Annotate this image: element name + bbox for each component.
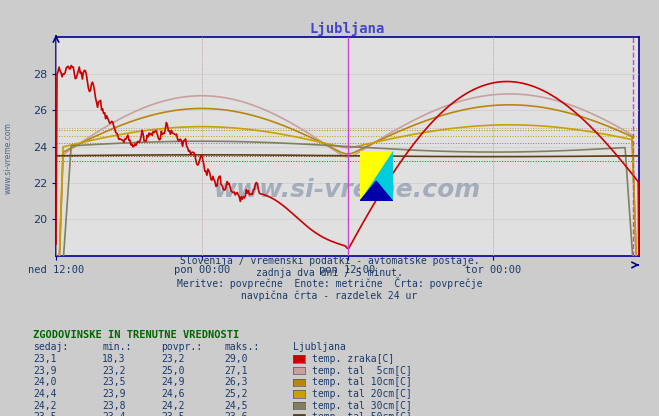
Text: navpična črta - razdelek 24 ur: navpična črta - razdelek 24 ur bbox=[241, 291, 418, 301]
Polygon shape bbox=[360, 151, 393, 201]
Text: temp. tal 30cm[C]: temp. tal 30cm[C] bbox=[312, 401, 412, 411]
Text: 23,2: 23,2 bbox=[161, 354, 185, 364]
Text: temp. tal  5cm[C]: temp. tal 5cm[C] bbox=[312, 366, 412, 376]
Text: temp. tal 20cm[C]: temp. tal 20cm[C] bbox=[312, 389, 412, 399]
Text: temp. tal 50cm[C]: temp. tal 50cm[C] bbox=[312, 412, 412, 416]
Text: 24,2: 24,2 bbox=[161, 401, 185, 411]
Text: 25,2: 25,2 bbox=[224, 389, 248, 399]
Text: 23,9: 23,9 bbox=[33, 366, 57, 376]
Text: 24,0: 24,0 bbox=[33, 377, 57, 387]
Text: povpr.:: povpr.: bbox=[161, 342, 202, 352]
Text: Slovenija / vremenski podatki - avtomatske postaje.: Slovenija / vremenski podatki - avtomats… bbox=[180, 256, 479, 266]
Text: 24,5: 24,5 bbox=[224, 401, 248, 411]
Text: temp. tal 10cm[C]: temp. tal 10cm[C] bbox=[312, 377, 412, 387]
Polygon shape bbox=[360, 181, 393, 201]
Text: 23,5: 23,5 bbox=[161, 412, 185, 416]
Text: 24,4: 24,4 bbox=[33, 389, 57, 399]
Text: maks.:: maks.: bbox=[224, 342, 259, 352]
Text: 26,3: 26,3 bbox=[224, 377, 248, 387]
Text: Ljubljana: Ljubljana bbox=[293, 342, 346, 352]
Text: 23,4: 23,4 bbox=[102, 412, 126, 416]
Text: temp. zraka[C]: temp. zraka[C] bbox=[312, 354, 394, 364]
Text: 24,2: 24,2 bbox=[33, 401, 57, 411]
Text: 23,8: 23,8 bbox=[102, 401, 126, 411]
Text: 24,6: 24,6 bbox=[161, 389, 185, 399]
Text: 27,1: 27,1 bbox=[224, 366, 248, 376]
Title: Ljubljana: Ljubljana bbox=[310, 22, 386, 36]
Text: 23,9: 23,9 bbox=[102, 389, 126, 399]
Text: 23,5: 23,5 bbox=[102, 377, 126, 387]
Text: 23,5: 23,5 bbox=[33, 412, 57, 416]
Text: ZGODOVINSKE IN TRENUTNE VREDNOSTI: ZGODOVINSKE IN TRENUTNE VREDNOSTI bbox=[33, 330, 239, 340]
Text: 23,2: 23,2 bbox=[102, 366, 126, 376]
Text: www.si-vreme.com: www.si-vreme.com bbox=[214, 178, 481, 202]
Text: Meritve: povprečne  Enote: metrične  Črta: povprečje: Meritve: povprečne Enote: metrične Črta:… bbox=[177, 277, 482, 290]
Text: www.si-vreme.com: www.si-vreme.com bbox=[3, 122, 13, 194]
Text: 23,1: 23,1 bbox=[33, 354, 57, 364]
Text: 23,6: 23,6 bbox=[224, 412, 248, 416]
Text: min.:: min.: bbox=[102, 342, 132, 352]
Text: 18,3: 18,3 bbox=[102, 354, 126, 364]
Text: zadnja dva dni / 5 minut.: zadnja dva dni / 5 minut. bbox=[256, 268, 403, 278]
Text: 24,9: 24,9 bbox=[161, 377, 185, 387]
Text: 25,0: 25,0 bbox=[161, 366, 185, 376]
Text: 29,0: 29,0 bbox=[224, 354, 248, 364]
Text: sedaj:: sedaj: bbox=[33, 342, 68, 352]
